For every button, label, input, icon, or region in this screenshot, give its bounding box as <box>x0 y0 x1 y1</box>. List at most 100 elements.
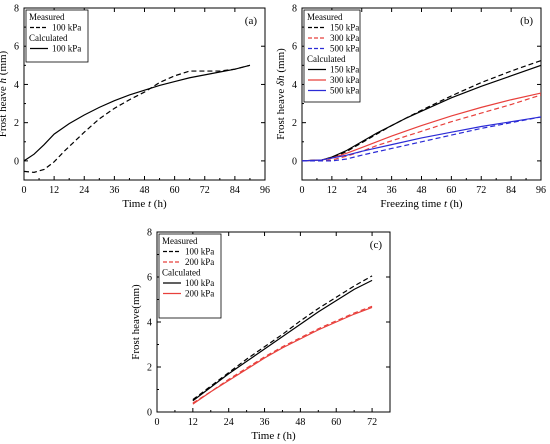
y-axis-label-unit: (mm) <box>275 48 287 76</box>
legend-entry-label: 300 kPa <box>330 33 359 43</box>
x-tick-label: 36 <box>109 185 119 196</box>
series-line-calculated-300-kpa <box>302 92 541 162</box>
y-tick-label: 2 <box>14 118 19 129</box>
panel-tag: (b) <box>520 15 533 27</box>
x-axis-label-var: t <box>148 198 152 210</box>
x-tick-label: 36 <box>260 417 270 428</box>
x-axis-label-main: Freezing time <box>380 198 444 210</box>
x-tick-label: 60 <box>446 185 456 196</box>
legend-entry-label: 500 kPa <box>330 44 359 54</box>
x-axis-label: Freezing time t (h) <box>380 198 463 210</box>
y-tick-label: 2 <box>292 118 297 129</box>
x-axis-label-unit: (h) <box>280 430 296 442</box>
legend-entry-label: 200 kPa <box>185 289 214 299</box>
x-axis-label-main: Time <box>122 198 148 210</box>
x-tick-label: 60 <box>170 185 180 196</box>
x-tick-label: 96 <box>536 185 546 196</box>
x-axis-label-unit: (h) <box>151 198 167 210</box>
y-tick-label: 6 <box>292 42 297 53</box>
y-tick-label: 2 <box>147 363 152 374</box>
y-tick-label: 4 <box>14 80 19 91</box>
x-tick-label: 60 <box>331 417 341 428</box>
legend-heading-calculated: Calculated <box>162 268 201 278</box>
x-tick-label: 72 <box>200 185 210 196</box>
legend-heading-measured: Measured <box>162 236 198 246</box>
x-tick-label: 96 <box>260 185 270 196</box>
y-axis-label-unit: (mm) <box>0 50 9 78</box>
x-tick-label: 0 <box>155 417 160 428</box>
x-tick-label: 72 <box>367 417 377 428</box>
legend-entry-label: 300 kPa <box>330 75 359 85</box>
x-tick-label: 24 <box>224 417 234 428</box>
x-tick-label: 84 <box>230 185 240 196</box>
y-tick-label: 0 <box>292 156 297 167</box>
series-line-calculated-100-kpa <box>192 279 373 402</box>
y-axis-label: Frost heave δh (mm) <box>275 48 287 140</box>
x-tick-label: 0 <box>22 185 27 196</box>
legend-box <box>25 9 89 63</box>
series-line-calculated-150-kpa <box>302 64 541 162</box>
y-tick-label: 4 <box>292 80 297 91</box>
y-axis-label: Frost heave(mm) <box>130 284 142 360</box>
y-tick-label: 0 <box>14 156 19 167</box>
x-tick-label: 36 <box>387 185 397 196</box>
x-tick-label: 84 <box>506 185 516 196</box>
y-axis-label-main: Frost heave <box>275 86 287 140</box>
legend-entry-label: 100 kPa <box>185 278 214 288</box>
y-tick-label: 0 <box>147 408 152 419</box>
x-axis-label: Time t (h) <box>122 198 167 210</box>
y-tick-label: 4 <box>147 318 152 329</box>
y-tick-label: 8 <box>147 228 152 239</box>
x-axis-label-unit: (h) <box>447 198 463 210</box>
series-line-measured-300-kpa <box>302 94 541 162</box>
legend-heading-measured: Measured <box>307 12 343 22</box>
legend-heading-calculated: Calculated <box>307 54 346 64</box>
legend-heading-measured: Measured <box>29 12 65 22</box>
y-axis-label-var: δh <box>275 75 287 86</box>
legend-box <box>303 9 361 103</box>
x-tick-label: 12 <box>188 417 198 428</box>
y-tick-label: 6 <box>147 273 152 284</box>
y-tick-label: 8 <box>14 4 19 15</box>
legend-box <box>158 233 222 319</box>
x-tick-label: 48 <box>295 417 305 428</box>
y-tick-label: 6 <box>14 42 19 53</box>
series-line-calculated-200-kpa <box>192 306 373 405</box>
y-axis-label-main: Frost heave <box>0 83 9 137</box>
x-tick-label: 12 <box>49 185 59 196</box>
y-axis-label: Frost heave h (mm) <box>0 50 9 137</box>
x-tick-label: 72 <box>476 185 486 196</box>
x-axis-label: Time t (h) <box>251 430 296 442</box>
legend-entry-label: 100 kPa <box>52 23 81 33</box>
x-tick-label: 24 <box>79 185 89 196</box>
legend-entry-label: 100 kPa <box>185 247 214 257</box>
x-tick-label: 0 <box>300 185 305 196</box>
legend-entry-label: 150 kPa <box>330 23 359 33</box>
legend-heading-calculated: Calculated <box>29 33 68 43</box>
y-axis-label-var: h <box>0 77 9 83</box>
series-line-calculated-100-kpa <box>24 64 251 162</box>
x-axis-label-main: Time <box>251 430 277 442</box>
series-line-measured-200-kpa <box>192 305 373 404</box>
legend-entry-label: 500 kPa <box>330 86 359 96</box>
x-tick-label: 12 <box>327 185 337 196</box>
x-axis-label-var: t <box>444 198 448 210</box>
x-tick-label: 48 <box>140 185 150 196</box>
x-axis-label-var: t <box>277 430 281 442</box>
series-line-measured-100-kpa <box>24 64 251 173</box>
panel-tag: (c) <box>370 239 383 251</box>
series-line-measured-500-kpa <box>302 116 541 162</box>
y-axis-label-main: Frost heave(mm) <box>130 284 142 360</box>
panel-tag: (a) <box>245 15 258 27</box>
x-tick-label: 48 <box>417 185 427 196</box>
legend-entry-label: 150 kPa <box>330 65 359 75</box>
x-tick-label: 24 <box>357 185 367 196</box>
y-tick-label: 8 <box>292 4 297 15</box>
series-line-calculated-500-kpa <box>302 116 541 162</box>
legend-entry-label: 100 kPa <box>52 44 81 54</box>
legend-entry-label: 200 kPa <box>185 257 214 267</box>
